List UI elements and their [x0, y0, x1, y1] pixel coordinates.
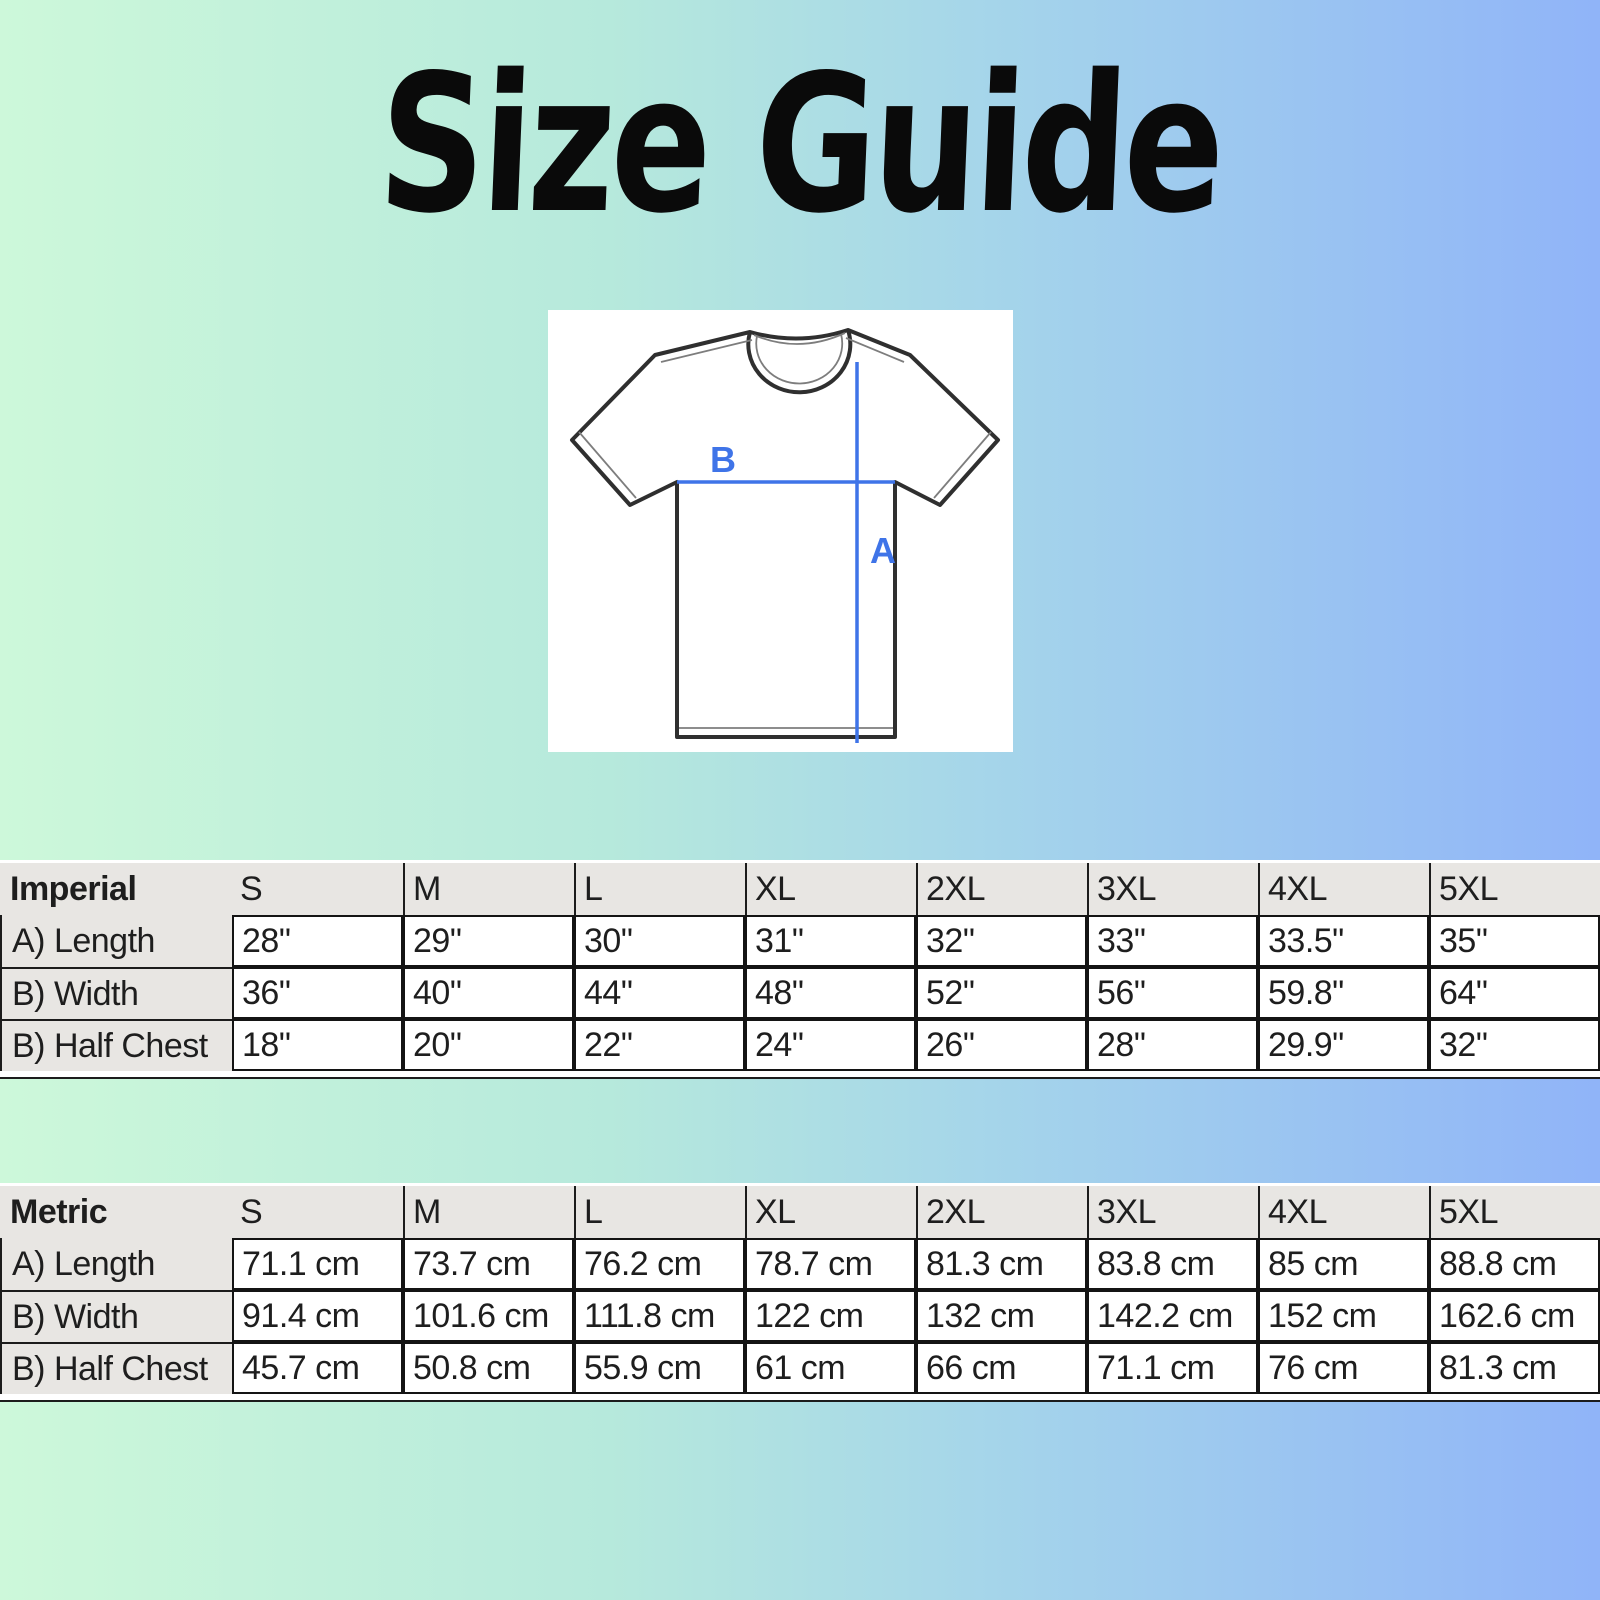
page-title: Size Guide: [374, 34, 1226, 255]
table-cell: 24": [745, 1019, 916, 1071]
table-cell: 32": [916, 915, 1087, 967]
imperial-size-grid: Imperial S M L XL 2XL 3XL 4XL 5XL A) Len…: [0, 863, 1600, 1071]
table-cell: 29": [403, 915, 574, 967]
table-cell: 48": [745, 967, 916, 1019]
table-cell: 88.8 cm: [1429, 1238, 1600, 1290]
size-header-3xl: 3XL: [1087, 863, 1258, 915]
table-cell: 83.8 cm: [1087, 1238, 1258, 1290]
row-label-length: A) Length: [0, 1238, 232, 1290]
table-cell: 32": [1429, 1019, 1600, 1071]
row-label-half-chest: B) Half Chest: [0, 1019, 232, 1071]
tshirt-collar-seam: [755, 333, 844, 385]
table-cell: 142.2 cm: [1087, 1290, 1258, 1342]
metric-table-title: Metric: [0, 1186, 232, 1238]
table-cell: 22": [574, 1019, 745, 1071]
table-cell: 35": [1429, 915, 1600, 967]
size-header-s: S: [232, 1186, 403, 1238]
table-cell: 59.8": [1258, 967, 1429, 1019]
tshirt-diagram-card: B A: [548, 310, 1013, 752]
tshirt-right-shoulder-seam: [845, 337, 905, 363]
table-cell: 44": [574, 967, 745, 1019]
size-header-m: M: [403, 1186, 574, 1238]
size-header-2xl: 2XL: [916, 1186, 1087, 1238]
metric-size-grid: Metric S M L XL 2XL 3XL 4XL 5XL A) Lengt…: [0, 1186, 1600, 1394]
table-cell: 31": [745, 915, 916, 967]
table-cell: 28": [1087, 1019, 1258, 1071]
table-cell: 61 cm: [745, 1342, 916, 1394]
table-cell: 50.8 cm: [403, 1342, 574, 1394]
table-cell: 18": [232, 1019, 403, 1071]
table-cell: 26": [916, 1019, 1087, 1071]
table-cell: 30": [574, 915, 745, 967]
tshirt-right-cuff-seam: [933, 431, 992, 499]
table-cell: 56": [1087, 967, 1258, 1019]
width-measure-label: B: [710, 439, 736, 480]
tshirt-diagram-icon: B A: [570, 328, 1000, 743]
size-header-xl: XL: [745, 863, 916, 915]
imperial-table-title: Imperial: [0, 863, 232, 915]
table-cell: 101.6 cm: [403, 1290, 574, 1342]
table-cell: 81.3 cm: [916, 1238, 1087, 1290]
table-cell: 20": [403, 1019, 574, 1071]
tshirt-left-cuff-seam: [578, 431, 637, 499]
table-cell: 33.5": [1258, 915, 1429, 967]
tshirt-left-shoulder-seam: [660, 339, 753, 363]
size-header-l: L: [574, 863, 745, 915]
table-cell: 76 cm: [1258, 1342, 1429, 1394]
size-header-3xl: 3XL: [1087, 1186, 1258, 1238]
table-cell: 76.2 cm: [574, 1238, 745, 1290]
table-cell: 111.8 cm: [574, 1290, 745, 1342]
size-header-s: S: [232, 863, 403, 915]
size-header-l: L: [574, 1186, 745, 1238]
size-header-4xl: 4XL: [1258, 1186, 1429, 1238]
size-header-4xl: 4XL: [1258, 863, 1429, 915]
table-cell: 71.1 cm: [1087, 1342, 1258, 1394]
table-cell: 81.3 cm: [1429, 1342, 1600, 1394]
table-cell: 132 cm: [916, 1290, 1087, 1342]
table-cell: 55.9 cm: [574, 1342, 745, 1394]
table-cell: 78.7 cm: [745, 1238, 916, 1290]
table-cell: 33": [1087, 915, 1258, 967]
size-header-xl: XL: [745, 1186, 916, 1238]
table-cell: 36": [232, 967, 403, 1019]
table-cell: 152 cm: [1258, 1290, 1429, 1342]
row-label-width: B) Width: [0, 1290, 232, 1342]
tshirt-backneck-seam: [753, 332, 846, 345]
table-cell: 64": [1429, 967, 1600, 1019]
table-cell: 28": [232, 915, 403, 967]
table-cell: 85 cm: [1258, 1238, 1429, 1290]
table-cell: 45.7 cm: [232, 1342, 403, 1394]
row-label-half-chest: B) Half Chest: [0, 1342, 232, 1394]
size-header-m: M: [403, 863, 574, 915]
tshirt-collar-outline: [746, 329, 853, 395]
size-header-5xl: 5XL: [1429, 1186, 1600, 1238]
table-cell: 71.1 cm: [232, 1238, 403, 1290]
table-cell: 66 cm: [916, 1342, 1087, 1394]
table-cell: 162.6 cm: [1429, 1290, 1600, 1342]
row-label-width: B) Width: [0, 967, 232, 1019]
table-cell: 122 cm: [745, 1290, 916, 1342]
table-cell: 52": [916, 967, 1087, 1019]
table-cell: 29.9": [1258, 1019, 1429, 1071]
size-header-5xl: 5XL: [1429, 863, 1600, 915]
table-cell: 91.4 cm: [232, 1290, 403, 1342]
row-label-length: A) Length: [0, 915, 232, 967]
table-cell: 73.7 cm: [403, 1238, 574, 1290]
metric-size-table: Metric S M L XL 2XL 3XL 4XL 5XL A) Lengt…: [0, 1183, 1600, 1402]
length-measure-label: A: [870, 530, 896, 571]
table-cell: 40": [403, 967, 574, 1019]
size-header-2xl: 2XL: [916, 863, 1087, 915]
imperial-size-table: Imperial S M L XL 2XL 3XL 4XL 5XL A) Len…: [0, 860, 1600, 1079]
